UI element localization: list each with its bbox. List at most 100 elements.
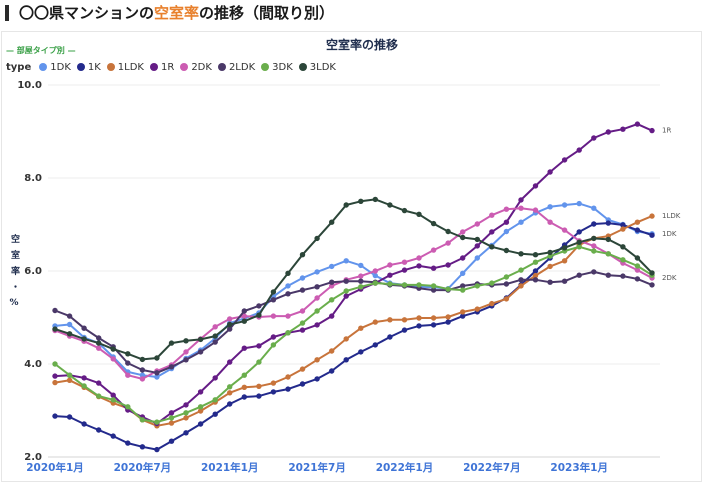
data-point-3LDK bbox=[547, 249, 553, 256]
data-point-1LDK bbox=[314, 357, 320, 363]
data-point-1R bbox=[183, 402, 189, 408]
title-highlight: 空室率 bbox=[154, 4, 200, 22]
data-point-2DK bbox=[110, 356, 116, 362]
data-point-2LDK bbox=[66, 313, 73, 319]
data-point-2LDK bbox=[634, 276, 641, 282]
data-point-1DK bbox=[154, 374, 160, 380]
data-point-3LDK bbox=[125, 351, 131, 357]
data-point-1R bbox=[474, 243, 480, 249]
data-point-1LDK bbox=[532, 272, 539, 279]
data-point-1R bbox=[445, 262, 451, 268]
data-point-1R bbox=[561, 157, 568, 163]
legend-item-1R[interactable]: 1R bbox=[150, 62, 174, 73]
data-point-1K bbox=[591, 221, 597, 227]
data-point-1LDK bbox=[227, 390, 233, 396]
data-point-1R bbox=[343, 293, 349, 299]
data-point-3DK bbox=[66, 372, 73, 378]
data-point-3LDK bbox=[591, 235, 597, 242]
data-point-1R bbox=[620, 126, 626, 132]
data-point-2LDK bbox=[605, 272, 611, 278]
data-point-1LDK bbox=[430, 315, 437, 321]
data-point-3LDK bbox=[430, 220, 437, 227]
data-point-3DK bbox=[460, 287, 466, 293]
data-point-1LDK bbox=[241, 384, 247, 390]
data-point-3DK bbox=[139, 417, 146, 423]
series-3LDK bbox=[52, 196, 655, 363]
legend-item-3DK[interactable]: 3DK bbox=[261, 62, 293, 73]
data-point-3LDK bbox=[532, 252, 539, 258]
data-point-3DK bbox=[591, 248, 597, 254]
data-point-1K bbox=[430, 322, 437, 328]
data-point-2DK bbox=[270, 313, 277, 319]
legend-label: 3DK bbox=[272, 61, 293, 73]
data-point-1LDK bbox=[168, 420, 175, 426]
legend-label: 2LDK bbox=[228, 61, 256, 73]
legend-item-2DK[interactable]: 2DK bbox=[180, 62, 212, 73]
legend-label: 1LDK bbox=[117, 61, 144, 73]
data-point-1K bbox=[445, 319, 451, 325]
data-point-2DK bbox=[139, 376, 146, 382]
legend-marker bbox=[261, 63, 270, 71]
data-point-1K bbox=[125, 440, 131, 446]
data-point-1K bbox=[139, 444, 146, 450]
data-point-2DK bbox=[401, 259, 408, 265]
end-label-1LDK: 1LDK bbox=[662, 212, 681, 220]
data-point-2DK bbox=[227, 316, 233, 322]
data-point-1LDK bbox=[387, 317, 393, 323]
legend-marker bbox=[106, 63, 115, 71]
data-point-1R bbox=[649, 127, 655, 134]
legend-item-1LDK[interactable]: 1LDK bbox=[106, 61, 144, 73]
data-point-3LDK bbox=[518, 251, 524, 257]
data-point-3LDK bbox=[299, 252, 306, 258]
legend-item-3LDK[interactable]: 3LDK bbox=[298, 62, 336, 73]
data-point-2LDK bbox=[227, 326, 233, 332]
data-point-1DK bbox=[591, 205, 597, 211]
x-tick-label: 2020年1月 bbox=[26, 461, 84, 474]
data-point-1DK bbox=[474, 255, 480, 261]
data-point-3DK bbox=[212, 397, 218, 403]
data-point-2DK bbox=[503, 206, 510, 212]
gridlines bbox=[48, 84, 660, 458]
data-point-1LDK bbox=[183, 415, 189, 421]
data-point-3DK bbox=[125, 404, 131, 410]
y-axis-label: 空室率・% bbox=[9, 234, 19, 315]
data-point-1K bbox=[241, 394, 247, 400]
data-point-3DK bbox=[532, 259, 539, 265]
data-point-2LDK bbox=[183, 357, 189, 363]
data-point-1LDK bbox=[329, 348, 335, 354]
data-point-2LDK bbox=[270, 297, 277, 303]
data-point-2DK bbox=[591, 243, 597, 249]
data-point-1DK bbox=[561, 202, 568, 208]
data-point-1K bbox=[329, 368, 335, 374]
data-point-1LDK bbox=[445, 314, 451, 320]
legend-item-1DK[interactable]: 1DK bbox=[39, 62, 71, 73]
data-point-3LDK bbox=[52, 326, 58, 332]
legend-item-2LDK[interactable]: 2LDK bbox=[217, 61, 256, 73]
data-point-2LDK bbox=[52, 307, 58, 314]
data-point-2LDK bbox=[96, 335, 102, 341]
data-point-1R bbox=[591, 135, 597, 141]
data-point-3LDK bbox=[387, 202, 393, 208]
data-point-3LDK bbox=[372, 196, 378, 203]
data-point-3DK bbox=[387, 281, 393, 287]
x-tick-label: 2021年1月 bbox=[201, 461, 259, 474]
data-point-1LDK bbox=[416, 315, 422, 321]
data-point-3DK bbox=[343, 288, 349, 294]
data-point-3LDK bbox=[285, 270, 291, 276]
data-point-1LDK bbox=[460, 309, 466, 315]
data-point-3DK bbox=[183, 410, 189, 416]
data-point-2LDK bbox=[139, 367, 146, 373]
data-point-1R bbox=[329, 313, 335, 319]
legend-item-1K[interactable]: 1K bbox=[76, 62, 101, 73]
data-point-1K bbox=[66, 414, 73, 420]
end-label-1R: 1R bbox=[662, 127, 671, 135]
data-point-3DK bbox=[474, 283, 480, 289]
data-point-2LDK bbox=[154, 370, 160, 376]
data-point-1LDK bbox=[401, 317, 408, 323]
data-point-2DK bbox=[474, 221, 480, 227]
data-point-1DK bbox=[460, 270, 466, 276]
end-label-2DK: 2DK bbox=[662, 274, 677, 282]
data-point-1R bbox=[110, 392, 116, 398]
data-point-1R bbox=[96, 380, 102, 386]
data-point-1K bbox=[532, 268, 539, 274]
